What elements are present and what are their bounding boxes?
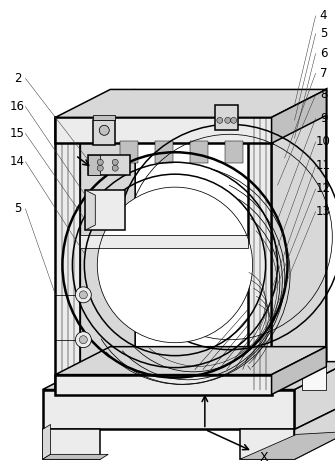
Circle shape (99, 126, 109, 135)
Text: 9: 9 (320, 112, 327, 125)
Text: 11: 11 (316, 159, 331, 172)
Text: 4: 4 (320, 9, 327, 22)
Polygon shape (80, 89, 135, 389)
Text: 2: 2 (14, 72, 21, 85)
Polygon shape (240, 430, 294, 459)
Polygon shape (215, 105, 238, 130)
Polygon shape (43, 389, 294, 430)
Text: 7: 7 (320, 67, 327, 80)
Polygon shape (271, 89, 326, 389)
Polygon shape (93, 120, 115, 145)
Polygon shape (55, 89, 326, 118)
Polygon shape (43, 362, 336, 389)
Polygon shape (85, 190, 95, 230)
Polygon shape (43, 424, 50, 459)
Polygon shape (271, 346, 326, 395)
Circle shape (79, 291, 87, 299)
Polygon shape (88, 155, 100, 175)
Text: 15: 15 (10, 127, 25, 140)
Circle shape (97, 159, 103, 165)
Circle shape (75, 332, 91, 348)
Bar (155, 141, 173, 163)
Polygon shape (240, 431, 336, 459)
Text: X: X (260, 451, 268, 464)
Text: 10: 10 (316, 135, 331, 148)
Text: 5: 5 (320, 27, 327, 40)
Text: Y: Y (193, 371, 201, 385)
Circle shape (97, 187, 253, 343)
Polygon shape (55, 118, 271, 143)
Text: 14: 14 (10, 155, 25, 168)
Circle shape (79, 336, 87, 344)
Text: 12: 12 (316, 183, 331, 195)
Polygon shape (294, 362, 336, 430)
Circle shape (225, 118, 231, 123)
Polygon shape (294, 403, 336, 459)
Bar (190, 141, 208, 163)
Text: 5: 5 (14, 202, 21, 215)
Text: 13: 13 (316, 205, 331, 218)
Bar (225, 141, 243, 163)
Polygon shape (55, 346, 326, 375)
Polygon shape (80, 235, 248, 248)
Circle shape (112, 159, 118, 165)
Polygon shape (43, 430, 100, 459)
Circle shape (75, 287, 91, 303)
Polygon shape (85, 190, 125, 230)
Polygon shape (110, 118, 135, 389)
Circle shape (97, 165, 103, 171)
Circle shape (231, 118, 237, 123)
Text: 16: 16 (10, 100, 25, 113)
Polygon shape (93, 115, 115, 120)
Polygon shape (302, 118, 326, 389)
Circle shape (112, 165, 118, 171)
Polygon shape (248, 118, 271, 389)
Polygon shape (271, 89, 326, 143)
Polygon shape (55, 118, 80, 389)
Polygon shape (88, 155, 130, 175)
Text: 6: 6 (320, 47, 327, 60)
Polygon shape (43, 455, 108, 459)
Circle shape (217, 118, 223, 123)
Text: 8: 8 (320, 88, 327, 101)
Polygon shape (55, 375, 271, 395)
Bar (120, 141, 138, 163)
